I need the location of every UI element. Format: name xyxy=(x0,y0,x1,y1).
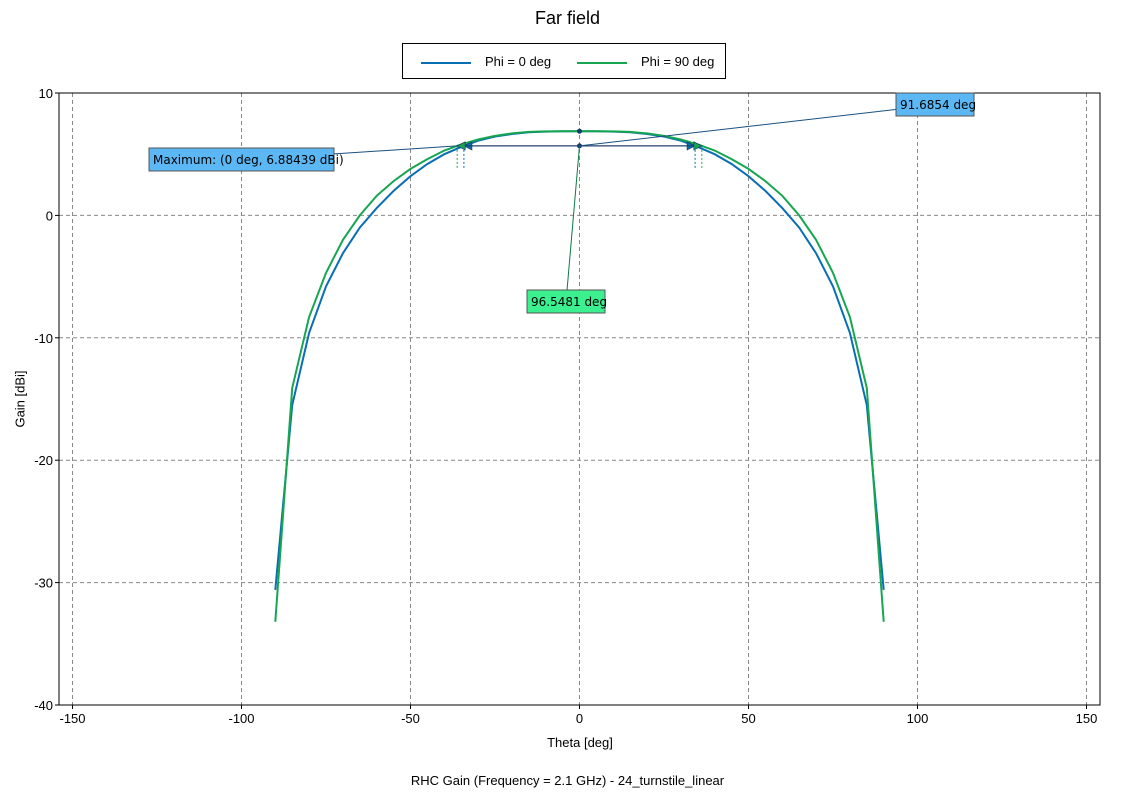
annotation-maximum: Maximum: (0 deg, 6.88439 dBi) xyxy=(148,145,458,172)
beamwidth-arrow-left-phi90 xyxy=(456,141,466,151)
y-tick-label: -30 xyxy=(34,576,53,591)
beamwidth-arrow-right-phi90 xyxy=(693,141,703,151)
annotation-beamwidth-phi0-text: 91.6854 deg xyxy=(900,98,976,112)
annotation-beamwidth-phi90: 96.5481 deg xyxy=(526,145,607,314)
legend: Phi = 0 deg Phi = 90 deg xyxy=(402,43,726,79)
legend-swatch-phi-90 xyxy=(577,62,627,64)
x-tick-label: 0 xyxy=(576,711,583,726)
annotation-beamwidth-phi90-text: 96.5481 deg xyxy=(531,295,607,309)
y-tick-label: -20 xyxy=(34,453,53,468)
x-axis-label: Theta [deg] xyxy=(547,735,613,750)
annotation-beamwidth-phi90-leader xyxy=(565,145,580,303)
annotation-beamwidth-phi0-leader xyxy=(579,104,936,147)
plot-frame xyxy=(58,92,1101,706)
x-tick-label: -150 xyxy=(60,711,86,726)
y-tick-label: 10 xyxy=(39,86,53,101)
annotation-beamwidth-phi90-box xyxy=(526,289,606,314)
y-tick-label: -40 xyxy=(34,698,53,713)
maximum-marker xyxy=(577,128,582,134)
x-tick-label: -100 xyxy=(228,711,254,726)
y-tick-label: 0 xyxy=(46,208,53,223)
annotation-beamwidth-phi0-box xyxy=(895,92,975,117)
y-tick-label: -10 xyxy=(34,331,53,346)
annotation-maximum-text: Maximum: (0 deg, 6.88439 dBi) xyxy=(153,153,344,167)
annotation-maximum-box xyxy=(148,147,335,172)
chart-footer: RHC Gain (Frequency = 2.1 GHz) - 24_turn… xyxy=(410,773,725,788)
annotation-beamwidth-phi0: 91.6854 deg xyxy=(579,92,976,147)
legend-swatch-phi-0 xyxy=(421,62,471,64)
x-tick-label: 50 xyxy=(741,711,755,726)
legend-label-phi-0: Phi = 0 deg xyxy=(485,54,552,69)
legend-label-phi-90: Phi = 90 deg xyxy=(641,54,715,69)
x-tick-label: 100 xyxy=(907,711,929,726)
x-tick-label: 150 xyxy=(1076,711,1098,726)
x-tick-label: -50 xyxy=(401,711,420,726)
y-axis-label: Gain [dBi] xyxy=(12,370,28,428)
chart-title: Far field xyxy=(534,8,601,28)
